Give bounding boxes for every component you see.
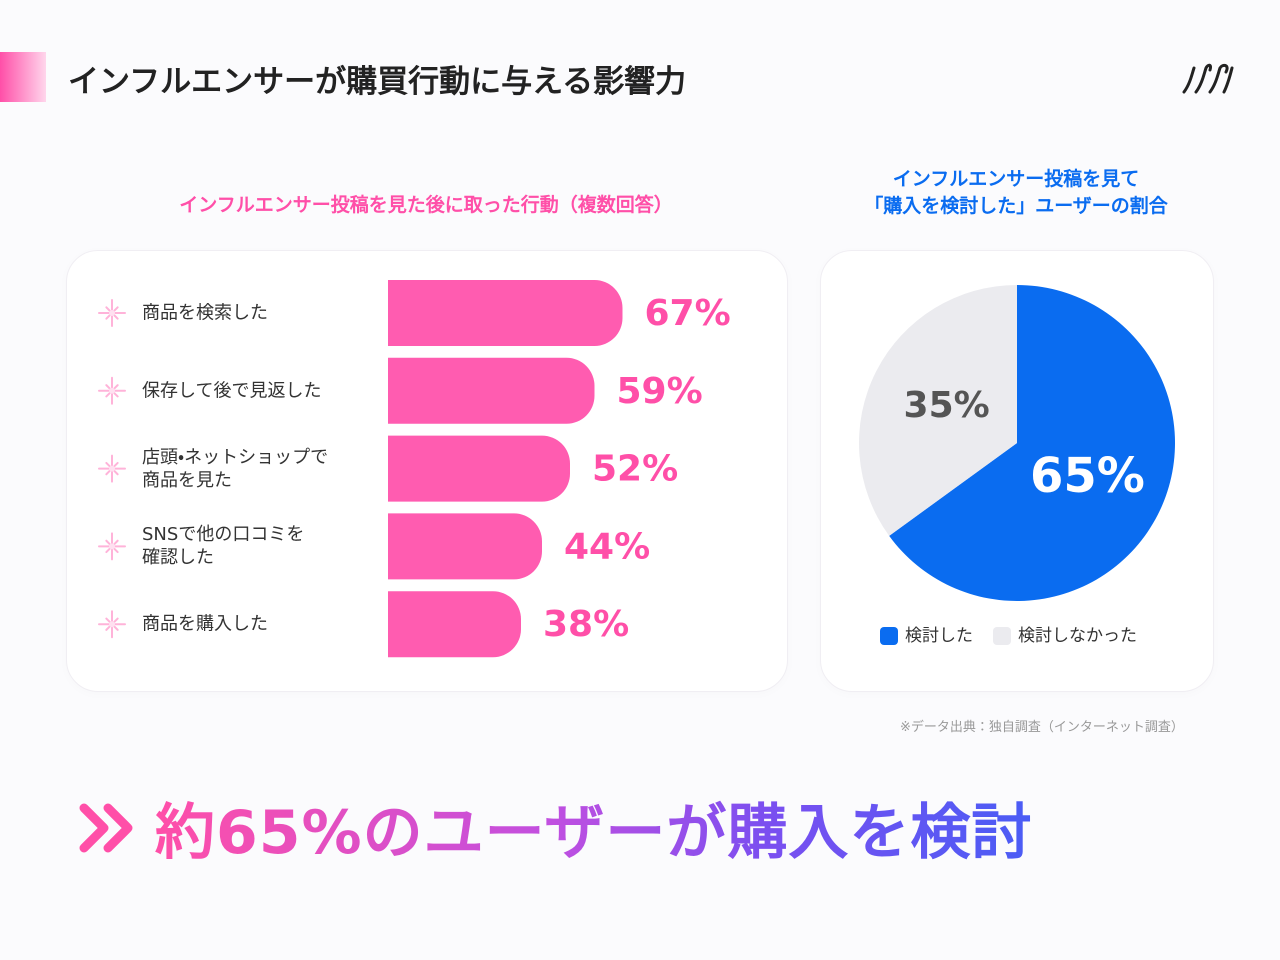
value-label: 65% bbox=[1030, 448, 1145, 504]
bullet-icon bbox=[98, 532, 126, 561]
pie-slice bbox=[889, 285, 1175, 601]
charts: 67% 59% 52% 44% 38% 65% 検討した 35% 検討しなかった bbox=[98, 280, 1175, 658]
value-label: 52% bbox=[592, 449, 678, 490]
value-label: 67% bbox=[645, 293, 731, 334]
category-label: 商品を購入した bbox=[142, 613, 268, 635]
pie-chart-title: インフルエンサー投稿を見て 「購入を検討した」ユーザーの割合 bbox=[864, 168, 1168, 217]
legend-label: 検討しなかった bbox=[1018, 626, 1137, 646]
value-label: 59% bbox=[617, 371, 703, 412]
header-accent bbox=[0, 52, 46, 102]
bullet-icon bbox=[98, 610, 126, 639]
bullet-icon bbox=[98, 376, 126, 405]
legend-swatch bbox=[880, 627, 898, 645]
bullet-icon-center bbox=[109, 387, 115, 394]
value-label: 35% bbox=[904, 385, 990, 426]
legend-label: 検討した bbox=[905, 626, 973, 646]
category-label: 店頭・ネットショップで 商品を見た bbox=[142, 446, 329, 491]
page-title: インフルエンサーが購買行動に与える影響力 bbox=[68, 64, 687, 100]
conclusion: 約65%のユーザーが購入を検討 bbox=[155, 784, 1032, 871]
bullet-icon-center bbox=[109, 310, 115, 316]
bar-chart-title: インフルエンサー投稿を見た後に取った行動（複数回答） bbox=[179, 194, 673, 216]
category-label: SNSで他の口コミを 確認した bbox=[142, 524, 305, 569]
bullet-icon-center bbox=[109, 465, 115, 472]
bullet-icon-center bbox=[109, 543, 115, 550]
legend-swatch bbox=[993, 627, 1011, 645]
pie-slice bbox=[858, 285, 1017, 536]
bar bbox=[388, 357, 595, 424]
bullet-icon bbox=[98, 454, 126, 483]
bar bbox=[388, 513, 542, 580]
bar bbox=[388, 280, 623, 346]
logo bbox=[1182, 63, 1234, 94]
source-note: ※データ出典：独自調査（インターネット調査） bbox=[900, 720, 1184, 735]
bullet-icon-center bbox=[109, 621, 115, 628]
bar bbox=[388, 435, 570, 502]
value-label: 38% bbox=[543, 604, 629, 645]
category-label: 商品を検索した bbox=[142, 302, 268, 324]
value-label: 44% bbox=[564, 526, 650, 567]
chevrons bbox=[79, 803, 133, 853]
category-label: 保存して後で見返した bbox=[142, 380, 322, 402]
bar bbox=[388, 591, 521, 658]
bullet-icon bbox=[98, 299, 126, 327]
